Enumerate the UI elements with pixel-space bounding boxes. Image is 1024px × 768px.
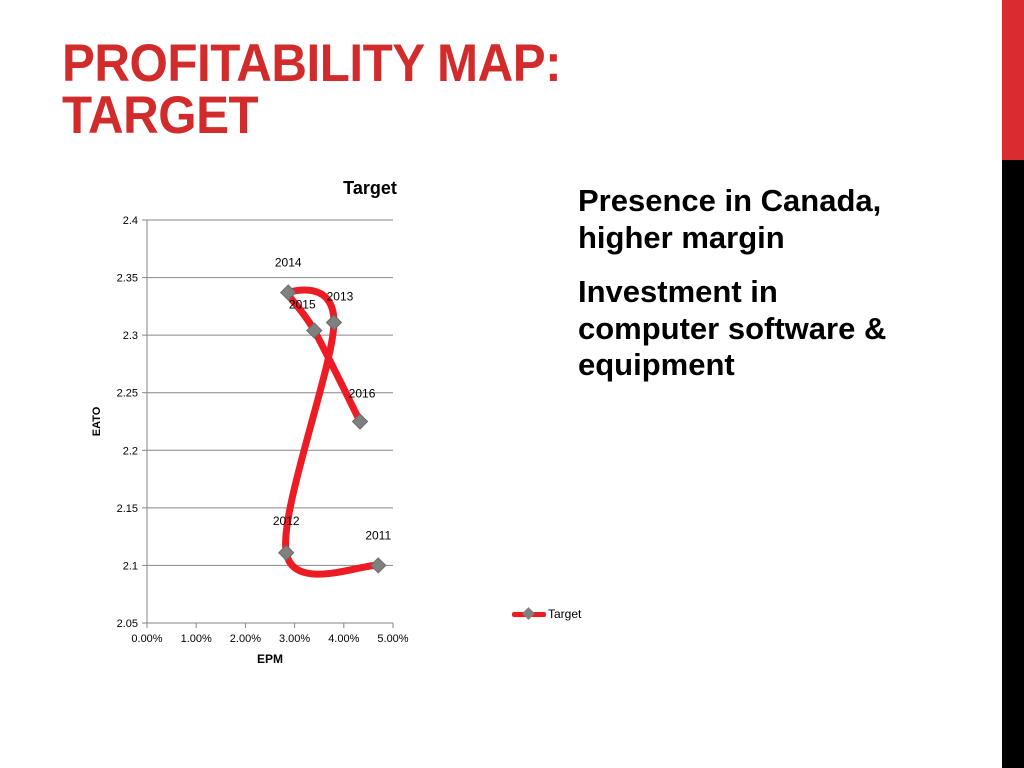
series-data-point-marker	[279, 284, 297, 301]
slide-title: Profitability Map: Target	[62, 34, 562, 145]
chart-title: Target	[343, 178, 397, 198]
data-point-label: 2013	[327, 289, 354, 303]
series-data-point-marker	[351, 413, 369, 430]
y-axis-tick-label: 2.25	[117, 388, 138, 400]
series-data-point-marker	[306, 322, 323, 339]
y-axis-tick-label: 2.35	[117, 273, 138, 285]
x-axis-tick-label: 2.00%	[230, 633, 261, 645]
bullet-item: Presence in Canada, higher margin	[578, 183, 882, 255]
x-axis-tick-label: 4.00%	[328, 633, 359, 645]
x-axis-tick-label: 0.00%	[131, 633, 162, 645]
series-data-point-marker	[278, 544, 295, 561]
data-point-label: 2012	[273, 514, 300, 528]
right-edge-accent-bar-black	[1002, 160, 1024, 768]
x-axis-tick-label: 1.00%	[181, 633, 212, 645]
y-axis-tick-label: 2.3	[123, 330, 138, 342]
series-line-target	[282, 286, 382, 578]
right-edge-accent-bar-red	[1002, 0, 1024, 160]
legend-series-swatch-icon	[512, 607, 546, 621]
x-axis-title: EPM	[257, 652, 283, 666]
x-axis-tick-label: 5.00%	[377, 633, 408, 645]
data-point-label: 2015	[289, 298, 316, 312]
chart-plot-svg: 2.05 2.1 2.15 2.2 2.25 2.3 2.35 2.4 0.00% 1.00% 2.…	[91, 215, 409, 666]
profitability-scatter-chart: Target 2.05 2.1 2.15 2.2 2.25 2.3 2.35 2.4 0.00%…	[78, 170, 581, 680]
data-point-label: 2011	[365, 528, 391, 542]
x-axis-tick-label: 3.00%	[279, 633, 310, 645]
bullet-item: Investment in computer software & equipm…	[578, 274, 887, 383]
series-data-point-marker	[370, 557, 387, 574]
y-axis-tick-label: 2.4	[123, 215, 138, 227]
y-axis-tick-label: 2.2	[123, 445, 138, 457]
y-axis-tick-label: 2.15	[117, 503, 138, 515]
data-point-label: 2016	[349, 387, 376, 401]
chart-legend: Target	[512, 607, 581, 621]
y-axis-tick-label: 2.1	[123, 560, 138, 572]
legend-series-label: Target	[548, 607, 582, 621]
series-data-point-marker	[325, 314, 343, 331]
y-axis-tick-label: 2.05	[117, 618, 138, 630]
data-point-label: 2014	[275, 256, 302, 270]
y-axis-title: EATO	[91, 406, 103, 436]
bullet-text-block: Presence in Canada, higher margin Invest…	[578, 183, 898, 402]
